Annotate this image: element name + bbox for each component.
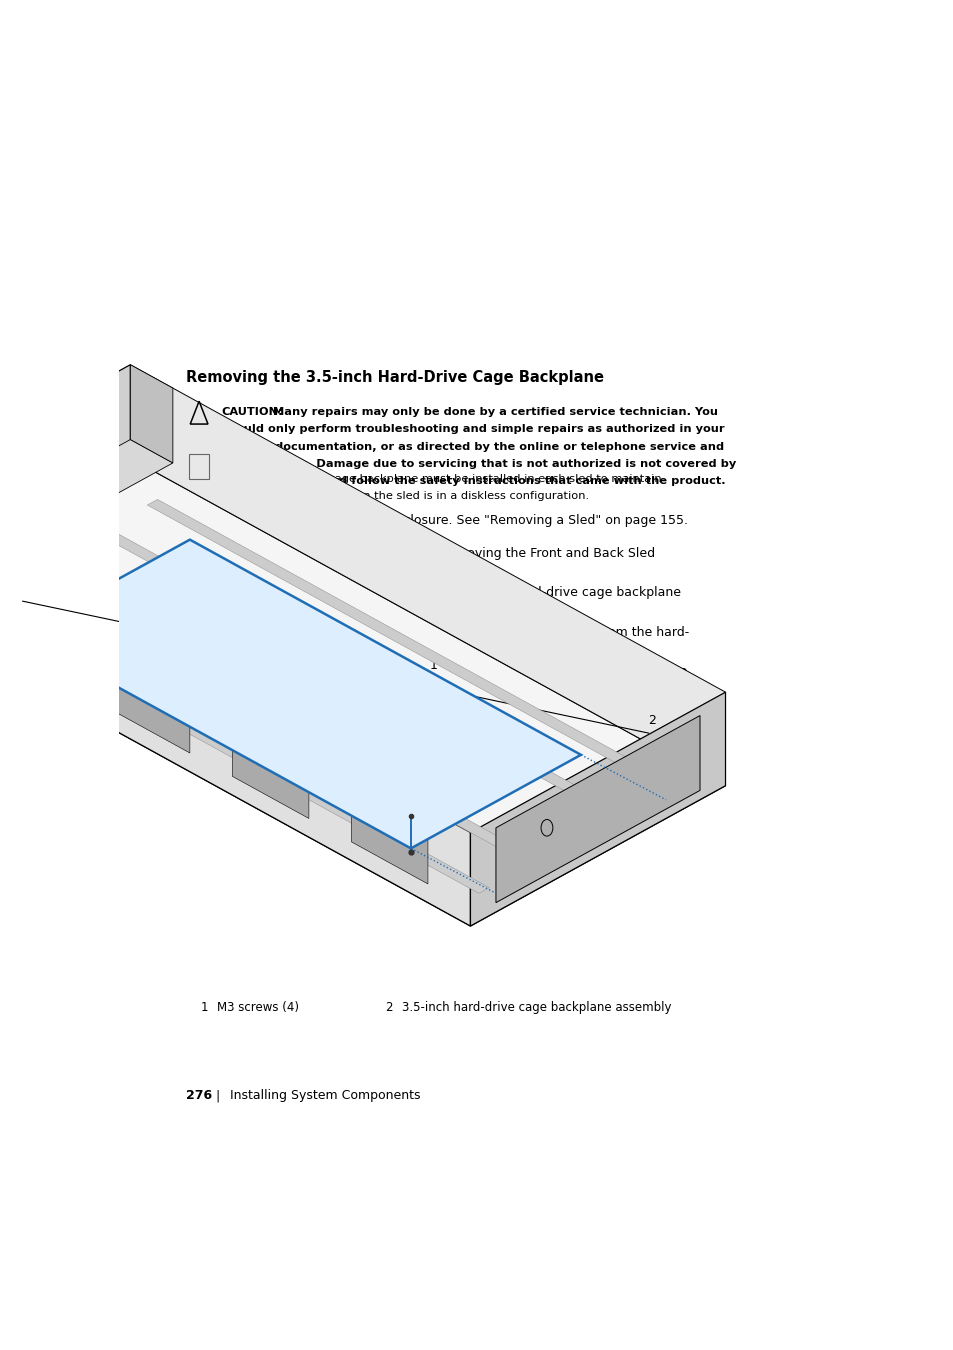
Text: 2: 2 [199, 547, 208, 560]
Text: Removing and Installing the 3.5-inch Hard-Drive Cage Backplane: Removing and Installing the 3.5-inch Har… [239, 666, 686, 678]
Text: 3: 3 [199, 586, 208, 599]
Text: Many repairs may only be done by a certified service technician. You: Many repairs may only be done by a certi… [269, 408, 718, 417]
Text: 276: 276 [186, 1089, 212, 1102]
Polygon shape [147, 500, 676, 790]
Text: 2: 2 [385, 1000, 393, 1014]
Polygon shape [0, 440, 172, 603]
Text: 1: 1 [429, 659, 437, 672]
Text: 1: 1 [199, 514, 208, 528]
Polygon shape [351, 786, 428, 884]
Text: warranty. Read and follow the safety instructions that came with the product.: warranty. Read and follow the safety ins… [221, 477, 725, 486]
Text: Remove the back sled cover. See "Removing the Front and Back Sled
Covers" on pag: Remove the back sled cover. See "Removin… [221, 547, 655, 575]
Polygon shape [0, 458, 724, 926]
Polygon shape [131, 364, 724, 786]
Polygon shape [0, 505, 470, 926]
Text: proper airflow, even when the sled is in a diskless configuration.: proper airflow, even when the sled is in… [221, 491, 589, 501]
Text: CAUTION:: CAUTION: [221, 408, 283, 417]
Text: 2: 2 [647, 714, 655, 728]
Polygon shape [11, 574, 539, 865]
Polygon shape [20, 540, 580, 848]
Text: 1: 1 [200, 1000, 208, 1014]
Text: Assembly: Assembly [186, 684, 249, 697]
Text: 3.5-inch hard-drive cage backplane assembly: 3.5-inch hard-drive cage backplane assem… [401, 1000, 671, 1014]
Polygon shape [470, 693, 724, 926]
Bar [189, 454, 210, 479]
Polygon shape [113, 655, 190, 753]
Polygon shape [131, 364, 172, 463]
Polygon shape [0, 589, 71, 687]
Polygon shape [0, 364, 131, 598]
Polygon shape [96, 528, 624, 818]
Text: A hard-drive cage backplane must be installed in each sled to maintain: A hard-drive cage backplane must be inst… [251, 474, 660, 483]
Text: Remove the four screws securing the 3.5-inch hard-drive cage backplane
assembly.: Remove the four screws securing the 3.5-… [221, 586, 680, 614]
Text: |: | [215, 1089, 219, 1102]
Text: support team. Damage due to servicing that is not authorized is not covered by: support team. Damage due to servicing th… [221, 459, 736, 468]
Polygon shape [0, 602, 489, 894]
Text: Figure 3-93.: Figure 3-93. [186, 666, 266, 678]
Polygon shape [496, 716, 700, 903]
Text: M3 screws (4): M3 screws (4) [216, 1000, 298, 1014]
Polygon shape [233, 720, 309, 818]
Text: should only perform troubleshooting and simple repairs as authorized in your: should only perform troubleshooting and … [221, 424, 724, 435]
Text: Pull the 3.5-inch hard-drive cage backplane assembly away from the hard-
drive c: Pull the 3.5-inch hard-drive cage backpl… [221, 625, 689, 653]
Text: Installing System Components: Installing System Components [230, 1089, 420, 1102]
Text: !: ! [197, 409, 201, 418]
Text: NOTE:: NOTE: [221, 474, 260, 483]
Text: product documentation, or as directed by the online or telephone service and: product documentation, or as directed by… [221, 441, 723, 452]
Text: Removing the 3.5-inch Hard-Drive Cage Backplane: Removing the 3.5-inch Hard-Drive Cage Ba… [186, 370, 603, 385]
Text: Remove the sled from the enclosure. See "Removing a Sled" on page 155.: Remove the sled from the enclosure. See … [221, 514, 687, 528]
Text: 4: 4 [199, 625, 208, 639]
